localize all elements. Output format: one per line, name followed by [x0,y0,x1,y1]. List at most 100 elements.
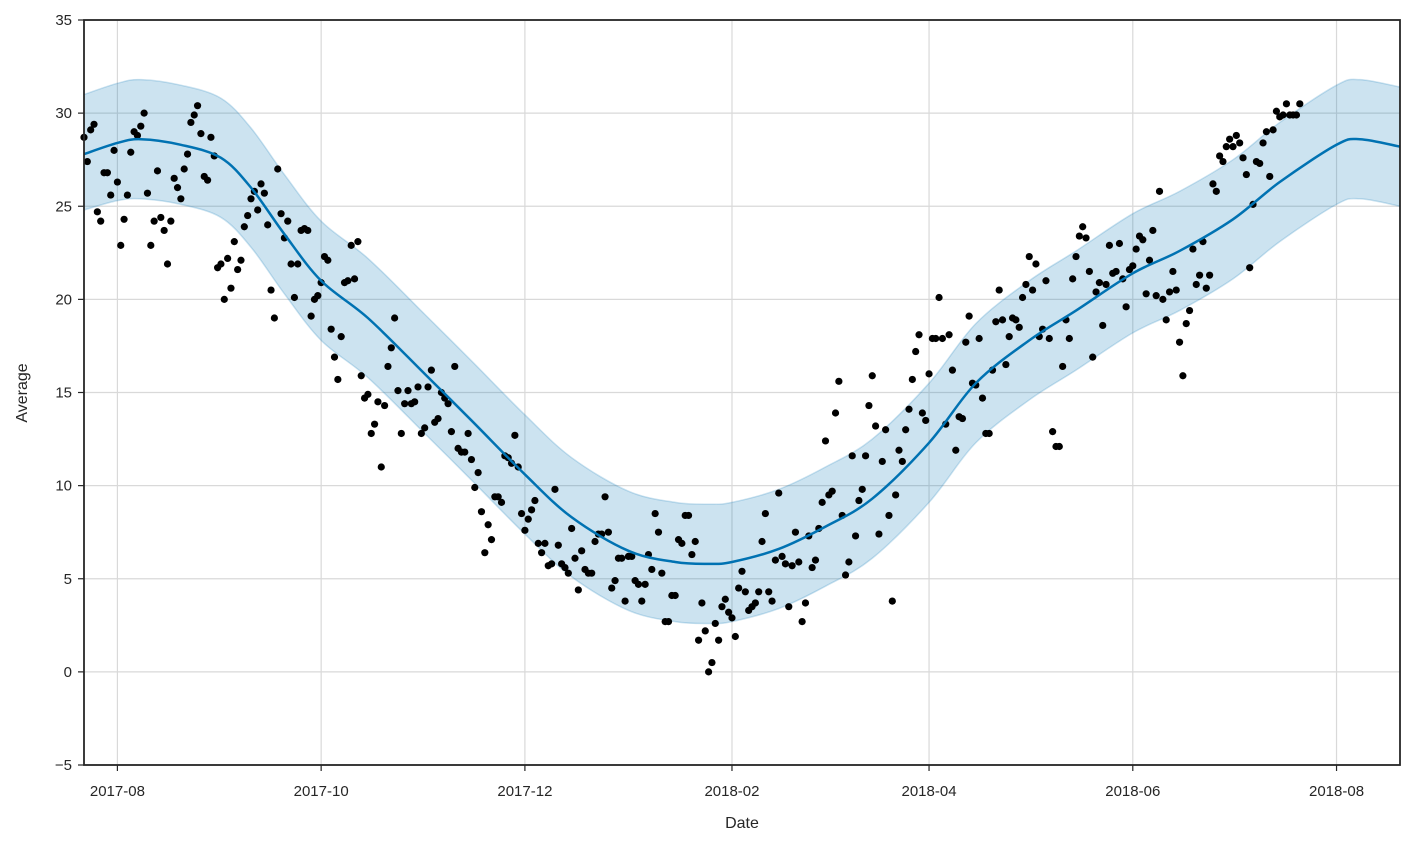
data-point [193,102,202,110]
data-point [704,668,713,676]
data-point [591,537,599,546]
data-point [1115,239,1124,248]
x-tick-label: 2018-04 [902,783,957,800]
data-point [140,109,148,117]
data-point [127,148,135,156]
data-point [534,539,542,547]
data-point [307,312,315,320]
data-point [224,254,232,262]
data-point [1082,234,1090,242]
data-point [634,580,643,588]
data-point [153,167,162,175]
data-point [1189,245,1197,253]
data-point [571,554,579,562]
data-point [541,539,549,547]
data-point [691,537,699,546]
data-point [497,498,506,506]
data-point [1045,334,1053,343]
data-point [267,286,275,294]
data-point [477,508,486,516]
data-point [828,487,836,495]
data-point [330,353,339,361]
x-tick-label: 2018-06 [1105,783,1160,800]
data-point [461,448,469,456]
x-tick-label: 2017-10 [294,783,349,800]
data-point [1239,154,1247,162]
data-point [1005,333,1013,341]
data-point [885,511,893,520]
data-point [1095,279,1103,287]
data-point [962,338,970,346]
data-point [484,521,492,529]
data-point [728,614,736,622]
data-point [294,260,302,268]
data-point [795,558,803,566]
data-point [270,314,278,322]
data-point [350,275,359,283]
data-point [1022,280,1030,289]
data-point [915,331,923,339]
data-point [1069,275,1077,283]
data-point [1145,256,1154,264]
data-point [1028,286,1037,294]
data-point [464,429,472,438]
data-point [875,530,883,538]
data-point [922,416,930,425]
data-point [1012,316,1020,324]
data-point [648,565,656,574]
data-point [524,515,532,523]
data-point [945,331,953,339]
forecast-line [83,137,1401,566]
data-point [167,217,175,225]
y-tick-label: 10 [55,478,72,495]
data-point [163,260,172,268]
data-point [718,603,726,611]
data-point [908,375,916,384]
y-tick-label: 25 [55,198,72,215]
data-point [775,489,783,497]
data-point [1015,323,1023,331]
data-point [1162,316,1170,324]
data-point [865,401,873,410]
data-point [1122,303,1130,311]
data-point [758,537,766,546]
data-point [237,256,245,264]
data-point [1195,271,1204,279]
data-point [1272,107,1281,115]
data-point [1296,100,1304,108]
data-point [755,588,763,596]
data-point [688,550,696,559]
data-point [1142,290,1150,298]
data-point [1179,372,1187,380]
data-point [611,577,619,585]
data-point [1032,260,1040,268]
data-point [1055,442,1063,451]
x-tick-label: 2017-08 [90,783,145,800]
data-point [578,547,586,555]
uncertainty-band-upper-edge [83,78,1401,506]
data-point [1132,245,1140,253]
data-point [561,563,569,572]
data-point [888,597,896,605]
data-point [344,277,352,285]
data-point [1092,288,1100,296]
data-point [684,511,693,520]
data-point [1259,139,1267,147]
data-point [414,383,422,391]
data-point [180,165,188,173]
data-point [958,414,967,423]
data-point [357,372,365,380]
data-point [664,617,673,626]
data-point [157,213,165,222]
data-point [391,314,399,322]
data-point [133,131,142,140]
data-point [708,658,716,667]
data-point [1226,135,1234,143]
data-point [1232,131,1240,140]
x-tick-label: 2017-12 [497,783,552,800]
data-point [1182,319,1190,328]
data-point [314,292,322,300]
data-point [658,569,666,577]
data-point [220,295,228,303]
data-point [638,597,646,605]
